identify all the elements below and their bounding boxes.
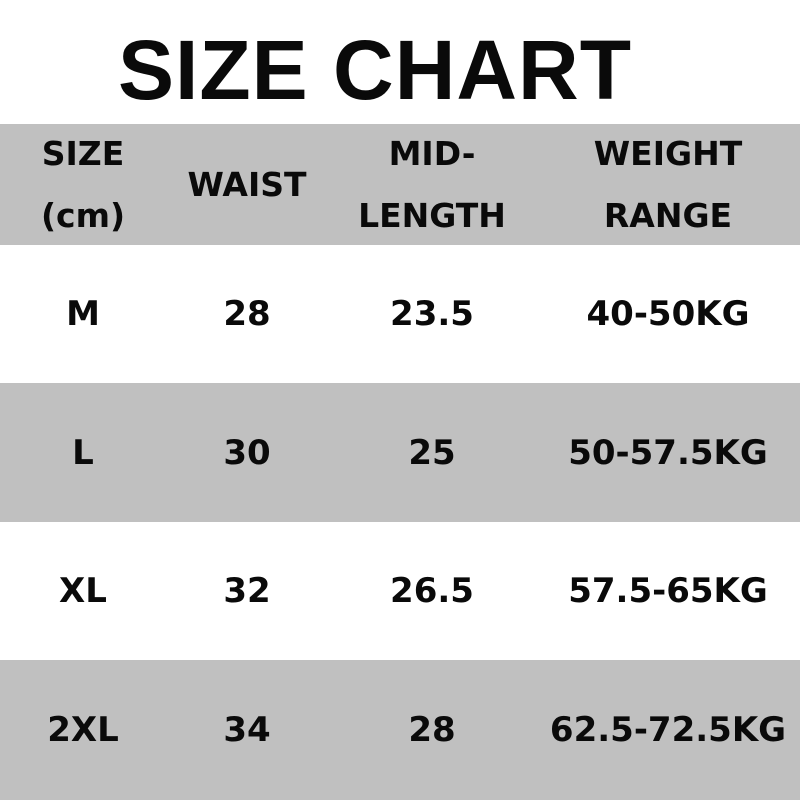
- header-size-line2: (cm): [40, 195, 126, 235]
- cell-mid-length: 28: [408, 710, 456, 750]
- table-row: 2XL 34 28 62.5-72.5KG: [0, 660, 800, 800]
- cell-waist: 34: [223, 710, 271, 750]
- header-mid-line2: LENGTH: [358, 195, 506, 235]
- cell-waist: 30: [223, 432, 271, 473]
- cell-weight: 57.5-65KG: [568, 571, 768, 611]
- page-title: SIZE CHART: [118, 23, 632, 117]
- header-weight-line2: RANGE: [603, 195, 733, 235]
- cell-weight: 50-57.5KG: [568, 432, 768, 473]
- cell-mid-length: 25: [408, 432, 456, 473]
- cell-weight: 40-50KG: [586, 294, 750, 334]
- header-weight-range: WEIGHT RANGE: [594, 124, 742, 245]
- table-row: M 28 23.5 40-50KG: [0, 245, 800, 383]
- cell-size: L: [72, 432, 94, 473]
- cell-waist: 32: [223, 571, 271, 611]
- header-size: SIZE (cm): [41, 124, 125, 245]
- header-weight-line1: WEIGHT: [593, 133, 743, 173]
- cell-waist: 28: [223, 294, 271, 334]
- cell-weight: 62.5-72.5KG: [549, 710, 787, 750]
- cell-size: M: [66, 294, 100, 334]
- header-waist: WAIST: [187, 124, 306, 245]
- header-size-line1: SIZE: [41, 133, 125, 173]
- cell-size: 2XL: [47, 710, 119, 750]
- table-header: SIZE (cm) WAIST MID- LENGTH WEIGHT RANGE: [0, 124, 800, 245]
- cell-mid-length: 26.5: [390, 571, 474, 611]
- header-mid-line1: MID-: [388, 133, 476, 173]
- header-waist-label: WAIST: [187, 164, 307, 204]
- header-mid-length: MID- LENGTH: [358, 124, 506, 245]
- table-row: L 30 25 50-57.5KG: [0, 383, 800, 522]
- table-row: XL 32 26.5 57.5-65KG: [0, 522, 800, 660]
- cell-size: XL: [59, 571, 107, 611]
- cell-mid-length: 23.5: [390, 294, 474, 334]
